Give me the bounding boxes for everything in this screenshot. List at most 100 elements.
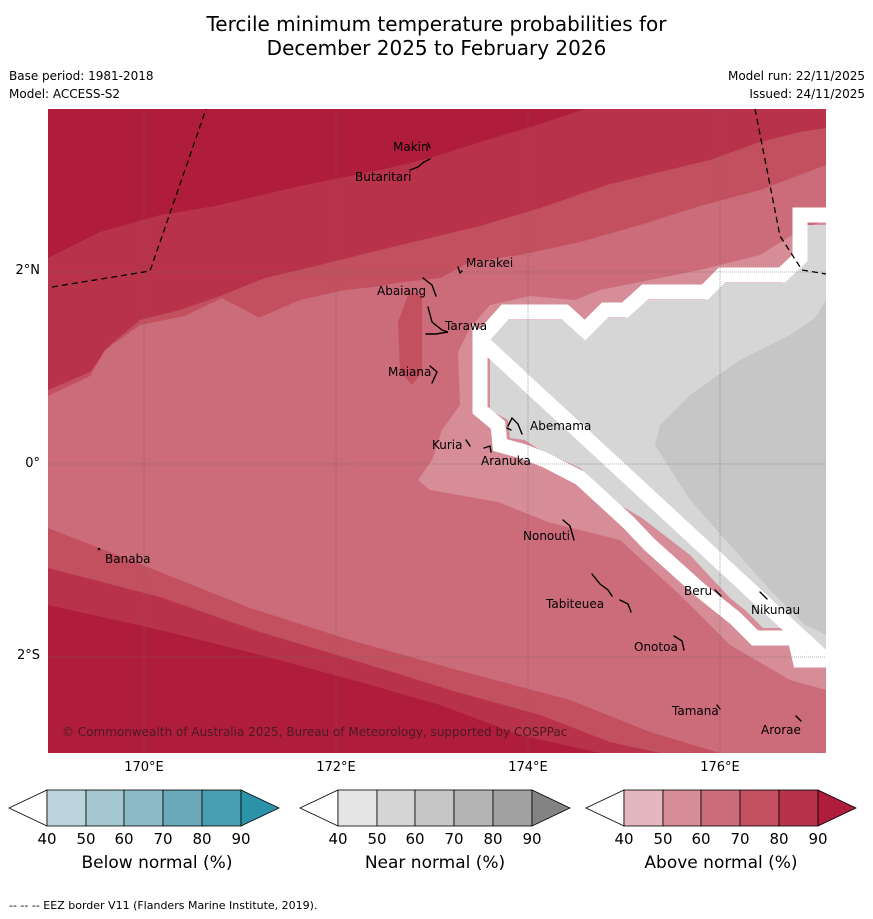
lat-label-2s: 2°S (16, 648, 40, 663)
island-shape-nikunau (759, 591, 768, 600)
cb-near-tick: 70 (444, 830, 463, 848)
above-70-pocket (398, 290, 422, 385)
island-shape-tarawa (425, 306, 449, 335)
cb-above-tick: 60 (691, 830, 710, 848)
place-label: Beru (684, 584, 712, 598)
island-shape-abemama (506, 416, 523, 435)
place-label: Nikunau (751, 603, 800, 617)
colorbar-near-cell-5 (492, 789, 533, 827)
colorbar-below-cell-1 (46, 789, 87, 827)
colorbar-above-title: Above normal (%) (644, 853, 798, 873)
island-shape-maiana (429, 365, 438, 384)
cb-near-tick: 90 (522, 830, 541, 848)
place-labels: Makin Butaritari Marakei Abaiang Tarawa … (105, 140, 801, 737)
colorbar-near-cell-3 (414, 789, 455, 827)
place-label: Aranuka (481, 454, 531, 468)
island-shape-abaiang (422, 277, 437, 297)
island-shape-butaritari (409, 158, 431, 171)
place-label: Abemama (530, 419, 591, 433)
colorbar-above-cell-1 (623, 789, 664, 827)
island-shape-onotoa (673, 635, 685, 651)
model-name: Model: ACCESS-S2 (9, 87, 121, 101)
near-60-zone (655, 300, 826, 635)
colorbar-above-cell-2 (662, 789, 702, 827)
colorbar-ticks: 40 50 60 70 80 90 40 50 60 70 80 90 40 5… (37, 830, 827, 848)
above-60-west-patch (220, 285, 432, 480)
copyright-notice: © Commonwealth of Australia 2025, Bureau… (62, 725, 567, 739)
lon-label-172e: 172°E (316, 760, 356, 775)
lon-label-174e: 174°E (508, 760, 548, 775)
colorbar-below-cell-0 (8, 789, 48, 827)
island-shape-kuria (465, 439, 471, 447)
cb-below-tick: 80 (192, 830, 211, 848)
chart-title: Tercile minimum temperature probabilitie… (0, 12, 873, 60)
islands (97, 142, 802, 722)
eez-borders (51, 108, 827, 288)
place-label: Nonouti (523, 529, 570, 543)
island-shape-marakei (457, 266, 463, 275)
colorbar-above-cell-3 (700, 789, 741, 827)
place-label: Tabiteuea (545, 597, 604, 611)
near-normal-boundary (472, 207, 826, 668)
colorbar-near-title: Near normal (%) (364, 853, 506, 873)
cb-below-tick: 70 (153, 830, 172, 848)
island-shape-arorae (795, 715, 802, 722)
island-shape-beru (714, 589, 722, 597)
colorbar-below-cell-3 (123, 789, 164, 827)
cb-near-tick: 80 (483, 830, 502, 848)
eez-border-west (51, 108, 207, 288)
issued-date: Issued: 24/11/2025 (749, 87, 865, 101)
place-label: Makin (393, 140, 429, 154)
colorbar-above-cell-4 (739, 789, 780, 827)
place-label: Marakei (466, 256, 513, 270)
colorbar-below-cell-5 (201, 789, 242, 827)
island-shape-tamana (716, 704, 721, 710)
lon-label-170e: 170°E (124, 760, 164, 775)
model-run: Model run: 22/11/2025 (727, 69, 865, 83)
cb-below-tick: 40 (37, 830, 56, 848)
eez-footnote: -- -- -- EEZ border V11 (Flanders Marine… (9, 899, 318, 912)
colorbar-above (585, 789, 857, 827)
colorbar-below (8, 789, 280, 827)
eez-border-east (754, 108, 827, 275)
title-line-2: December 2025 to February 2026 (266, 36, 607, 60)
cb-near-tick: 40 (328, 830, 347, 848)
colorbar-below-cell-6 (240, 789, 280, 827)
colorbar-near-cell-0 (299, 789, 339, 827)
meta-right: Model run: 22/11/2025 Issued: 24/11/2025 (728, 67, 865, 103)
colorbar-above-cell-0 (585, 789, 625, 827)
base-period: Base period: 1981-2018 (9, 69, 154, 83)
island-shape-makin (427, 142, 431, 149)
cb-above-tick: 80 (769, 830, 788, 848)
island-shape-aranuka (483, 445, 492, 453)
cb-above-tick: 40 (614, 830, 633, 848)
gridlines (48, 109, 826, 753)
lon-label-176e: 176°E (700, 760, 740, 775)
colorbar-near (299, 789, 571, 827)
place-label: Tarawa (444, 319, 487, 333)
island-shape-banaba (97, 547, 101, 551)
cb-below-tick: 90 (231, 830, 250, 848)
colorbar-near-cell-1 (337, 789, 378, 827)
colorbar-near-cell-4 (453, 789, 494, 827)
place-label: Banaba (105, 552, 151, 566)
place-label: Abaiang (377, 284, 426, 298)
place-label: Maiana (388, 365, 431, 379)
place-label: Tamana (671, 704, 719, 718)
colorbar-above-cell-5 (778, 789, 819, 827)
cb-below-tick: 50 (76, 830, 95, 848)
place-label: Arorae (761, 723, 801, 737)
title-line-1: Tercile minimum temperature probabilitie… (206, 12, 667, 36)
cb-above-tick: 90 (808, 830, 827, 848)
colorbar-below-title: Below normal (%) (81, 853, 233, 873)
meta-left: Base period: 1981-2018 Model: ACCESS-S2 (9, 67, 154, 103)
cb-above-tick: 70 (730, 830, 749, 848)
lat-label-2n: 2°N (15, 263, 41, 278)
colorbar-above-cell-6 (817, 789, 857, 827)
contour-fill (48, 109, 826, 753)
colorbar-near-cell-2 (376, 789, 416, 827)
cb-near-tick: 60 (405, 830, 424, 848)
cb-above-tick: 50 (653, 830, 672, 848)
island-shape-nonouti (562, 519, 575, 541)
